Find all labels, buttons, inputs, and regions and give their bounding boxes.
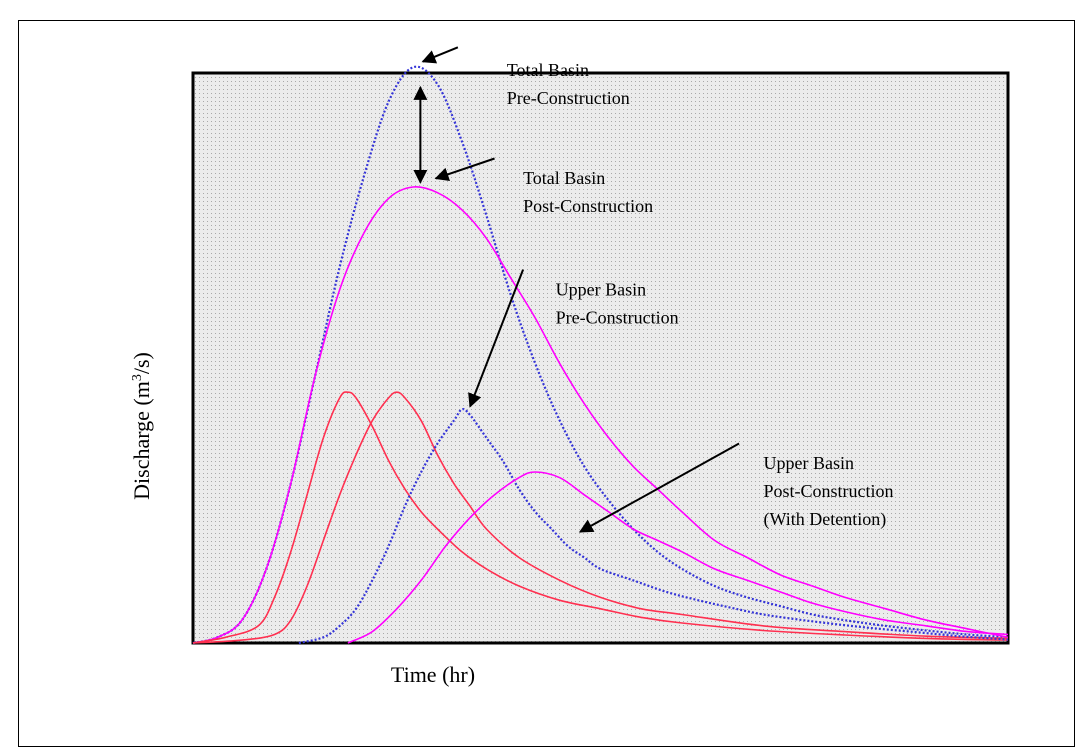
series-subbasin-b-pre-construction	[192, 391, 1009, 644]
y-axis-label-end: /s)	[129, 352, 154, 374]
annotation-total-basin-post-construction: Total Basin Post-Construction	[523, 168, 653, 216]
annotation-total-basin-pre-construction-line-1: Total Basin	[507, 60, 589, 80]
figure-frame: Total Basin Pre-Construction Total Basin Po…	[18, 20, 1075, 747]
series-upper-basin-pre-construction	[298, 407, 1009, 645]
y-axis-label: Discharge (m3/s)	[129, 352, 154, 500]
annotation-upper-basin-pre-construction-arrow	[468, 269, 525, 408]
annotation-upper-basin-post-construction: Upper Basin Post-Construction (With Detent…	[764, 453, 894, 530]
x-axis-label: Time (hr)	[391, 662, 475, 687]
annotation-total-basin-post-construction-arrow	[434, 157, 495, 182]
annotation-total-basin-pre-construction-line-2: Pre-Construction	[507, 88, 630, 108]
annotation-upper-basin-post-construction-line-1: Upper Basin	[764, 453, 854, 473]
series-layer	[192, 65, 1009, 645]
y-axis-label-superscript: 3	[130, 374, 145, 381]
annotation-upper-basin-post-construction-line-3: (With Detention)	[764, 509, 887, 530]
series-total-basin-post-construction	[192, 186, 1009, 644]
annotation-total-basin-post-construction-line-1: Total Basin	[523, 168, 605, 188]
annotation-total-basin-pre-construction-arrow	[421, 46, 459, 64]
annotation-upper-basin-post-construction-arrow	[578, 442, 740, 533]
annotation-upper-basin-pre-construction-line-1: Upper Basin	[556, 279, 646, 299]
annotation-layer: Total Basin Pre-Construction Total Basin Po…	[413, 46, 894, 533]
series-upper-basin-post-construction	[347, 471, 1009, 644]
annotation-upper-basin-pre-construction: Upper Basin Pre-Construction	[556, 279, 679, 327]
hydrograph-chart: Total Basin Pre-Construction Total Basin Po…	[129, 46, 1010, 687]
y-axis-label-main: Discharge (m	[129, 381, 154, 500]
annotation-upper-basin-post-construction-line-2: Post-Construction	[764, 481, 894, 501]
plot-area	[191, 71, 1010, 645]
annotation-upper-basin-pre-construction-line-2: Pre-Construction	[556, 307, 679, 327]
annotation-total-basin-post-construction-line-2: Post-Construction	[523, 196, 653, 216]
series-subbasin-a-pre-construction	[192, 391, 1009, 644]
annotation-total-basin-pre-construction: Total Basin Pre-Construction	[507, 60, 630, 108]
